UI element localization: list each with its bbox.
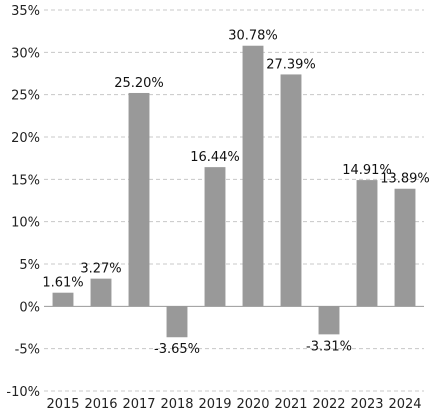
data-label-2015: 1.61% bbox=[42, 276, 83, 291]
x-tick-label-2021: 2021 bbox=[274, 397, 307, 412]
x-tick-label-2024: 2024 bbox=[388, 397, 421, 412]
axes: 35% 30% 25% 20% 15% 10% 5% 0% -5% -10% 2015 2016 201… bbox=[6, 4, 424, 412]
data-label-2024: 13.89% bbox=[380, 172, 430, 187]
bar-2018 bbox=[166, 306, 188, 338]
data-label-2018: -3.65% bbox=[154, 342, 200, 357]
data-label-2021: 27.39% bbox=[266, 57, 316, 72]
data-label-2016: 3.27% bbox=[80, 262, 121, 277]
x-tick-label-2023: 2023 bbox=[350, 397, 383, 412]
x-tick-label-2019: 2019 bbox=[198, 397, 231, 412]
bar-2019 bbox=[204, 167, 226, 307]
x-tick-label-2018: 2018 bbox=[160, 397, 193, 412]
bar-2020 bbox=[242, 45, 264, 307]
y-tick-label: 10% bbox=[11, 216, 40, 231]
y-tick-label: 20% bbox=[11, 131, 40, 146]
gridlines bbox=[44, 9, 424, 392]
y-tick-label: -10% bbox=[6, 385, 40, 400]
data-label-2017: 25.20% bbox=[114, 76, 164, 91]
y-tick-label: 25% bbox=[11, 89, 40, 104]
y-tick-label: 35% bbox=[11, 4, 40, 19]
bar-2024 bbox=[394, 188, 416, 307]
data-label-2019: 16.44% bbox=[190, 150, 240, 165]
bars bbox=[52, 45, 416, 338]
x-tick-label-2022: 2022 bbox=[312, 397, 345, 412]
x-tick-label-2017: 2017 bbox=[122, 397, 155, 412]
bar-2022 bbox=[318, 306, 340, 335]
x-tick-label-2020: 2020 bbox=[236, 397, 269, 412]
x-tick-label-2015: 2015 bbox=[46, 397, 79, 412]
y-tick-label: -5% bbox=[15, 343, 40, 358]
y-tick-label: 5% bbox=[19, 258, 40, 273]
data-label-2023: 14.91% bbox=[342, 163, 392, 178]
bar-2021 bbox=[280, 74, 302, 307]
bar-2017 bbox=[128, 92, 150, 307]
data-label-2020: 30.78% bbox=[228, 29, 278, 44]
y-tick-label: 30% bbox=[11, 46, 40, 61]
bar-2023 bbox=[356, 180, 378, 307]
x-tick-label-2016: 2016 bbox=[84, 397, 117, 412]
y-tick-label: 15% bbox=[11, 173, 40, 188]
bar-2015 bbox=[52, 292, 74, 307]
labels: 1.61%3.27% 25.20% -3.65% 16.44% 30.78% 27.39%… bbox=[42, 29, 429, 358]
bar-2016 bbox=[90, 278, 112, 307]
data-label-2022: -3.31% bbox=[306, 339, 352, 354]
y-tick-label: 0% bbox=[19, 300, 40, 315]
